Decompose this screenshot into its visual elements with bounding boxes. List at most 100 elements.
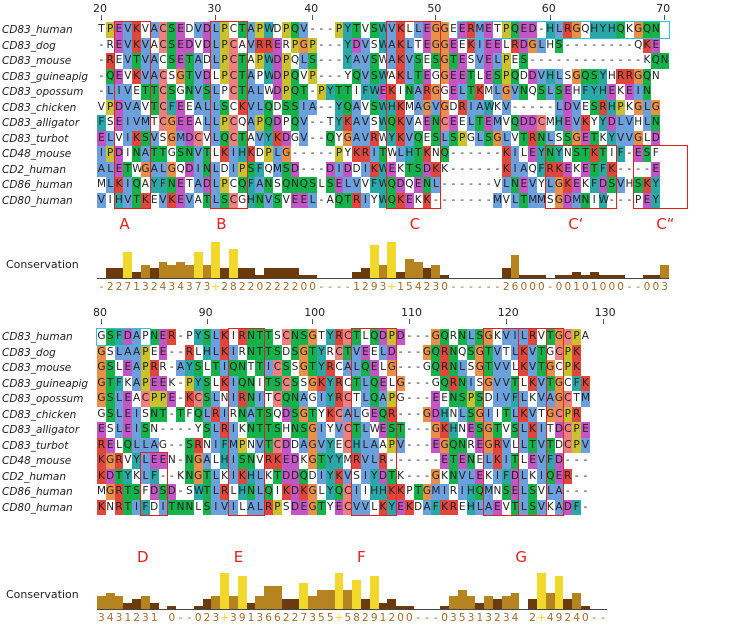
- residue: D: [150, 500, 159, 513]
- residue: A: [352, 130, 361, 146]
- residue: K: [97, 499, 106, 515]
- residue: L: [255, 468, 265, 484]
- gap: -: [425, 438, 429, 451]
- residue: G: [572, 68, 581, 84]
- residue: E: [405, 192, 414, 208]
- residue: K: [475, 84, 485, 100]
- residue: P: [406, 485, 413, 497]
- residue: T: [405, 161, 414, 177]
- residue: Q: [581, 23, 590, 35]
- conservation-value: 2: [362, 612, 369, 624]
- residue: H: [546, 38, 555, 51]
- residue: S: [158, 484, 168, 500]
- residue: S: [475, 391, 485, 407]
- residue: L: [520, 376, 527, 389]
- residue: S: [281, 161, 291, 177]
- residue: D: [352, 162, 361, 175]
- residue: M: [141, 115, 150, 131]
- conservation-value: -: [592, 612, 597, 624]
- gap: -: [328, 147, 333, 159]
- residue: G: [422, 406, 432, 422]
- residue: T: [589, 161, 599, 177]
- residue: I: [97, 146, 106, 162]
- residue: N: [185, 84, 194, 100]
- residue: G: [546, 345, 555, 358]
- residue: L: [457, 406, 467, 422]
- residue: Q: [352, 68, 361, 84]
- residue: K: [607, 161, 617, 177]
- residue: Y: [387, 130, 397, 146]
- gap: -: [627, 38, 632, 51]
- residue: N: [185, 146, 194, 162]
- residue: D: [273, 53, 282, 69]
- residue: D: [202, 68, 212, 84]
- region-box: [544, 145, 618, 209]
- residue: V: [203, 131, 211, 144]
- gap: -: [169, 423, 174, 435]
- region-label: C‘: [568, 215, 584, 233]
- residue: S: [193, 360, 203, 376]
- residue: V: [141, 53, 150, 69]
- residue: R: [167, 329, 177, 345]
- residue: W: [378, 161, 389, 177]
- residue: C: [343, 499, 353, 515]
- residue: P: [255, 115, 265, 131]
- residue: T: [502, 345, 510, 358]
- conservation-bar: [308, 275, 317, 278]
- residue: P: [220, 177, 229, 193]
- residue: K: [396, 68, 405, 84]
- residue: N: [290, 329, 300, 345]
- conservation-value: 2: [238, 281, 246, 293]
- position-tick: [549, 15, 551, 20]
- residue: P: [290, 37, 300, 53]
- residue: V: [361, 23, 369, 35]
- residue: R: [325, 360, 335, 376]
- residue: N: [545, 146, 555, 162]
- residue: W: [378, 177, 389, 193]
- residue: L: [114, 422, 124, 438]
- residue: G: [290, 131, 300, 144]
- residue: V: [124, 454, 132, 466]
- residue: V: [501, 360, 511, 376]
- residue: E: [176, 53, 185, 69]
- residue: C: [343, 422, 353, 438]
- residue: S: [106, 345, 114, 358]
- residue: S: [449, 130, 458, 146]
- gap: -: [592, 54, 597, 66]
- gap: -: [609, 54, 614, 66]
- residue: V: [405, 115, 414, 131]
- residue: K: [581, 375, 590, 391]
- gap: -: [539, 54, 544, 66]
- conservation-label: Conservation: [6, 258, 79, 271]
- residue: C: [229, 53, 238, 69]
- residue: E: [607, 84, 617, 100]
- conservation-bar: [211, 242, 221, 278]
- residue: V: [431, 99, 441, 115]
- residue: Y: [343, 22, 353, 38]
- conservation-bar: [264, 586, 273, 609]
- conservation-value: 6: [274, 612, 281, 624]
- conservation-value: 2: [265, 281, 272, 293]
- residue: E: [378, 375, 388, 391]
- residue: I: [361, 192, 370, 208]
- residue: M: [475, 22, 484, 38]
- residue: V: [299, 115, 309, 131]
- residue: V: [158, 192, 168, 208]
- gap: -: [319, 162, 324, 175]
- residue: C: [555, 361, 563, 373]
- conservation-value: -: [636, 281, 641, 293]
- residue: T: [413, 68, 423, 84]
- residue: V: [572, 99, 581, 115]
- residue: V: [141, 23, 149, 35]
- gap: -: [319, 193, 324, 206]
- conservation-bar: [642, 275, 652, 278]
- gap: -: [583, 454, 588, 466]
- residue: K: [396, 99, 405, 115]
- residue: C: [229, 178, 238, 190]
- residue: V: [264, 192, 273, 208]
- residue: T: [264, 422, 273, 438]
- residue: D: [185, 161, 194, 177]
- residue: A: [132, 375, 141, 391]
- residue: H: [554, 115, 564, 131]
- residue: C: [343, 437, 353, 453]
